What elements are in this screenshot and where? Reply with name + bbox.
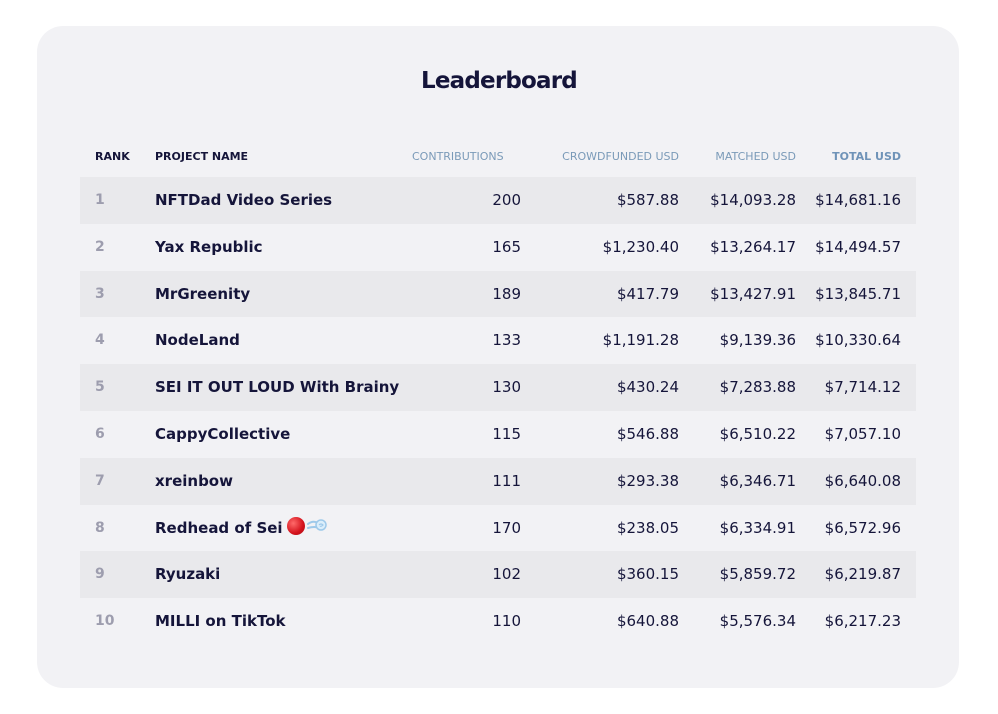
total-cell: $7,057.10 bbox=[824, 424, 901, 443]
rank-cell: 9 bbox=[95, 566, 105, 583]
crowdfunded-cell: $587.88 bbox=[616, 191, 679, 209]
crowdfunded-cell: $238.05 bbox=[616, 518, 679, 537]
dash-icon bbox=[306, 519, 327, 531]
contributions-cell: 115 bbox=[492, 424, 521, 443]
project-name-cell[interactable]: Redhead of Sei bbox=[155, 505, 327, 552]
rank-cell: 5 bbox=[95, 379, 105, 396]
total-cell: $6,217.23 bbox=[824, 612, 901, 631]
total-cell: $10,330.64 bbox=[815, 331, 901, 350]
table-row[interactable]: 10 MILLI on TikTok 110 $640.88 $5,576.34… bbox=[80, 598, 916, 645]
emoji-group bbox=[286, 503, 327, 550]
total-cell: $7,714.12 bbox=[824, 378, 901, 397]
matched-cell: $5,576.34 bbox=[719, 612, 796, 631]
table-row[interactable]: 1 NFTDad Video Series 200 $587.88 $14,09… bbox=[80, 177, 916, 224]
project-name-cell[interactable]: NodeLand bbox=[155, 331, 240, 350]
red-circle-icon bbox=[286, 517, 305, 536]
contributions-cell: 110 bbox=[492, 612, 521, 631]
crowdfunded-cell: $1,191.28 bbox=[602, 331, 679, 350]
project-name-text: Redhead of Sei bbox=[155, 518, 283, 537]
rank-cell: 8 bbox=[95, 519, 105, 536]
table-row[interactable]: 8 Redhead of Sei 170 $238.05 $6,334.91 $… bbox=[80, 505, 916, 552]
contributions-cell: 170 bbox=[492, 518, 521, 537]
column-header-rank: RANK bbox=[95, 150, 130, 163]
matched-cell: $14,093.28 bbox=[710, 191, 796, 209]
matched-cell: $6,510.22 bbox=[719, 424, 796, 443]
project-name-cell[interactable]: Ryuzaki bbox=[155, 565, 221, 584]
contributions-cell: 133 bbox=[492, 331, 521, 350]
column-header-matched[interactable]: MATCHED USD bbox=[715, 150, 796, 163]
table-row[interactable]: 4 NodeLand 133 $1,191.28 $9,139.36 $10,3… bbox=[80, 317, 916, 364]
crowdfunded-cell: $417.79 bbox=[616, 284, 679, 303]
rank-cell: 4 bbox=[95, 332, 105, 349]
rank-cell: 1 bbox=[95, 192, 105, 208]
project-name-cell[interactable]: CappyCollective bbox=[155, 424, 291, 443]
contributions-cell: 130 bbox=[492, 378, 521, 397]
column-header-crowdfunded[interactable]: CROWDFUNDED USD bbox=[562, 150, 679, 163]
rank-cell: 7 bbox=[95, 472, 105, 489]
crowdfunded-cell: $293.38 bbox=[616, 471, 679, 490]
matched-cell: $13,427.91 bbox=[710, 284, 796, 303]
crowdfunded-cell: $360.15 bbox=[616, 565, 679, 584]
contributions-cell: 111 bbox=[492, 471, 521, 490]
column-header-contributions[interactable]: CONTRIBUTIONS bbox=[412, 150, 504, 163]
project-name-cell[interactable]: NFTDad Video Series bbox=[155, 191, 333, 209]
column-header-project-name: PROJECT NAME bbox=[155, 150, 249, 163]
matched-cell: $7,283.88 bbox=[719, 378, 796, 397]
total-cell: $14,494.57 bbox=[815, 237, 901, 256]
project-name-cell[interactable]: MrGreenity bbox=[155, 284, 251, 303]
crowdfunded-cell: $546.88 bbox=[616, 424, 679, 443]
table-row[interactable]: 3 MrGreenity 189 $417.79 $13,427.91 $13,… bbox=[80, 270, 916, 318]
project-name-cell[interactable]: MILLI on TikTok bbox=[155, 612, 286, 631]
crowdfunded-cell: $1,230.40 bbox=[602, 237, 679, 256]
page-title: Leaderboard bbox=[421, 68, 578, 94]
table-row[interactable]: 5 SEI IT OUT LOUD With Brainy 130 $430.2… bbox=[80, 364, 916, 411]
contributions-cell: 102 bbox=[492, 565, 521, 584]
table-row[interactable]: 6 CappyCollective 115 $546.88 $6,510.22 … bbox=[80, 411, 916, 458]
total-cell: $13,845.71 bbox=[815, 284, 901, 303]
contributions-cell: 200 bbox=[492, 191, 521, 209]
matched-cell: $13,264.17 bbox=[710, 237, 796, 256]
table-row[interactable]: 2 Yax Republic 165 $1,230.40 $13,264.17 … bbox=[80, 224, 916, 271]
total-cell: $14,681.16 bbox=[815, 191, 901, 209]
leaderboard-table-body: 1 NFTDad Video Series 200 $587.88 $14,09… bbox=[80, 177, 916, 645]
project-name-cell[interactable]: SEI IT OUT LOUD With Brainy bbox=[155, 378, 400, 397]
table-header: RANK PROJECT NAME CONTRIBUTIONS CROWDFUN… bbox=[80, 140, 916, 172]
matched-cell: $5,859.72 bbox=[719, 565, 796, 584]
rank-cell: 2 bbox=[95, 238, 105, 255]
contributions-cell: 189 bbox=[492, 284, 521, 303]
total-cell: $6,572.96 bbox=[824, 518, 901, 537]
table-row[interactable]: 9 Ryuzaki 102 $360.15 $5,859.72 $6,219.8… bbox=[80, 551, 916, 599]
rank-cell: 6 bbox=[95, 425, 105, 442]
column-header-total[interactable]: TOTAL USD bbox=[832, 150, 901, 163]
crowdfunded-cell: $430.24 bbox=[616, 378, 679, 397]
project-name-cell[interactable]: Yax Republic bbox=[155, 237, 263, 256]
total-cell: $6,219.87 bbox=[824, 565, 901, 584]
contributions-cell: 165 bbox=[492, 237, 521, 256]
rank-cell: 3 bbox=[95, 285, 105, 302]
matched-cell: $6,334.91 bbox=[719, 518, 796, 537]
table-row[interactable]: 7 xreinbow 111 $293.38 $6,346.71 $6,640.… bbox=[80, 457, 916, 505]
project-name-cell[interactable]: xreinbow bbox=[155, 471, 233, 490]
total-cell: $6,640.08 bbox=[824, 471, 901, 490]
crowdfunded-cell: $640.88 bbox=[616, 612, 679, 631]
matched-cell: $9,139.36 bbox=[719, 331, 796, 350]
rank-cell: 10 bbox=[95, 613, 115, 630]
matched-cell: $6,346.71 bbox=[719, 471, 796, 490]
